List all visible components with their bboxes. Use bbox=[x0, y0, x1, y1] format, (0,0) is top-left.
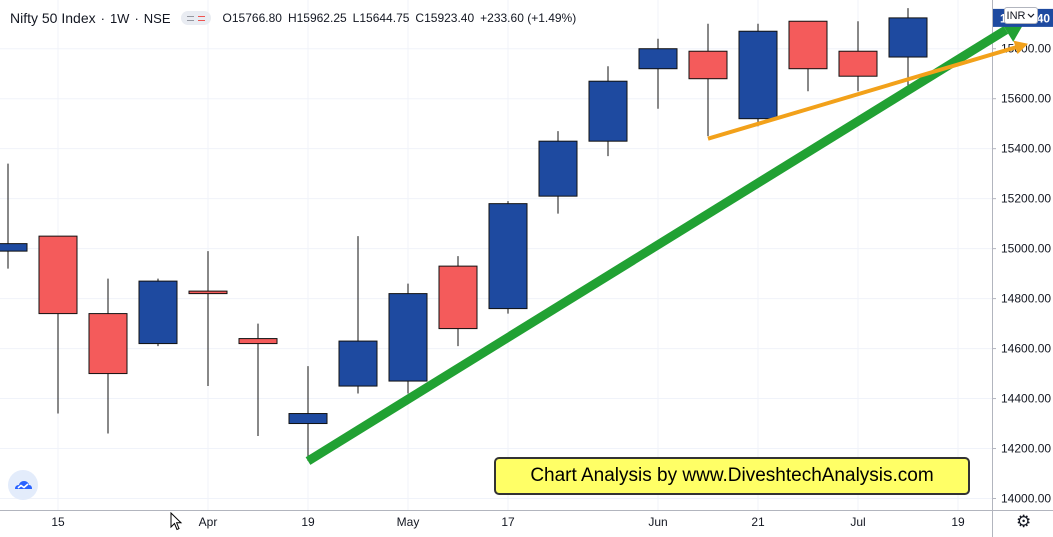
currency-button[interactable]: INR bbox=[1004, 7, 1038, 24]
chevron-down-icon bbox=[1028, 13, 1035, 18]
time-tick-label: Apr bbox=[199, 515, 218, 529]
mouse-cursor-icon bbox=[170, 512, 183, 531]
time-tick-label: Jun bbox=[648, 515, 667, 529]
change-value: +233.60 (+1.49%) bbox=[480, 11, 577, 25]
time-tick-label: Jul bbox=[850, 515, 865, 529]
time-tick-label: 17 bbox=[501, 515, 515, 529]
close-label: C bbox=[415, 11, 425, 25]
exchange-label: NSE bbox=[143, 10, 171, 26]
symbol-name[interactable]: Nifty 50 Index bbox=[10, 10, 96, 26]
price-tick-label: 15400.00 bbox=[1001, 142, 1051, 156]
price-tick-label: 14000.00 bbox=[1001, 492, 1051, 506]
time-tick-label: 21 bbox=[751, 515, 765, 529]
header-toggle-icon[interactable] bbox=[180, 11, 211, 25]
low-value: 15644.75 bbox=[359, 11, 410, 25]
candle-up bbox=[588, 80, 628, 142]
trendline-green bbox=[305, 26, 1009, 465]
candle-up bbox=[738, 30, 778, 120]
candle-up bbox=[888, 17, 928, 58]
cloud-chart-icon bbox=[15, 481, 32, 489]
banner-text: Chart Analysis by www.DiveshtechAnalysis… bbox=[530, 465, 934, 486]
time-tick-label: May bbox=[397, 515, 420, 529]
close-value: 15923.40 bbox=[424, 11, 475, 25]
price-tick-label: 14600.00 bbox=[1001, 342, 1051, 356]
candle-down bbox=[788, 20, 828, 70]
candle-down bbox=[238, 338, 278, 345]
interval-label[interactable]: 1W bbox=[109, 10, 130, 26]
open-value: 15766.80 bbox=[231, 11, 282, 25]
candle-up bbox=[538, 140, 578, 197]
candle-up bbox=[638, 48, 678, 70]
trendline-arrowhead-orange bbox=[1013, 40, 1028, 55]
candle-up bbox=[388, 293, 428, 382]
price-tick-label: 14400.00 bbox=[1001, 392, 1051, 406]
chart-logo-icon[interactable] bbox=[8, 470, 38, 500]
low-label: L bbox=[352, 11, 360, 25]
price-tick-label: 15200.00 bbox=[1001, 192, 1051, 206]
open-label: O bbox=[222, 11, 232, 25]
chart-header: Nifty 50 Index · 1W · NSE O 15766.80 H 159… bbox=[10, 8, 576, 28]
time-tick-label: 19 bbox=[301, 515, 315, 529]
price-tick-label: 14800.00 bbox=[1001, 292, 1051, 306]
candle-down bbox=[688, 50, 728, 80]
candle-up bbox=[0, 243, 28, 252]
candle-up bbox=[288, 413, 328, 425]
high-label: H bbox=[287, 11, 297, 25]
candle-up bbox=[488, 203, 528, 310]
candle-down bbox=[438, 265, 478, 330]
header-separator: · bbox=[134, 10, 139, 26]
analysis-banner: Chart Analysis by www.DiveshtechAnalysis… bbox=[494, 457, 970, 495]
gear-icon[interactable]: ⚙ bbox=[1016, 512, 1032, 531]
high-value: 15962.25 bbox=[296, 11, 347, 25]
price-tick-label: 15600.00 bbox=[1001, 92, 1051, 106]
candle-up bbox=[138, 280, 178, 345]
currency-label: INR bbox=[1006, 9, 1026, 22]
price-tick-label: 14200.00 bbox=[1001, 442, 1051, 456]
time-tick-label: 15 bbox=[51, 515, 65, 529]
price-tick-label: 15000.00 bbox=[1001, 242, 1051, 256]
time-tick-label: 19 bbox=[951, 515, 965, 529]
candle-down bbox=[88, 313, 128, 375]
price-tick-label: 15800.00 bbox=[1001, 42, 1051, 56]
candle-down bbox=[838, 50, 878, 77]
candle-up bbox=[338, 340, 378, 387]
trendline-orange bbox=[707, 45, 1017, 141]
candle-down bbox=[38, 235, 78, 315]
candle-down bbox=[188, 290, 228, 295]
header-separator: · bbox=[100, 10, 105, 26]
